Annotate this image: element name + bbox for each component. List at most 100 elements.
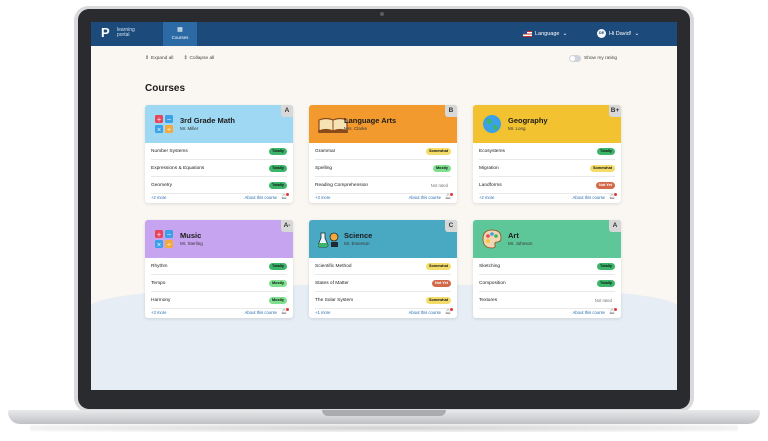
- topic-row: Expressions & Equations Totally: [151, 160, 287, 177]
- grade-badge: B+: [609, 105, 621, 117]
- course-teacher: Mr. Long: [508, 126, 526, 131]
- course-card[interactable]: Language Arts Mrs. Clarke B Grammar Some…: [309, 105, 457, 203]
- status-badge: Totally: [597, 262, 615, 270]
- about-course: About this course 🔔︎: [408, 308, 453, 315]
- status-badge: Somewhat: [426, 262, 451, 270]
- more-topics-link[interactable]: +3 more: [151, 309, 167, 315]
- course-teacher: Mr. Sterling: [180, 241, 203, 246]
- status-badge: Not rated: [594, 297, 612, 303]
- about-course-link[interactable]: About this course: [572, 194, 605, 200]
- bell-icon[interactable]: 🔔︎: [281, 308, 289, 315]
- topic-row: Ecosystems Totally: [479, 143, 615, 160]
- show-rating-label: Show my rating: [584, 56, 618, 61]
- status-badge: Not Yet: [595, 181, 615, 189]
- course-card[interactable]: Art Mr. Johnson A Sketching Totally Comp…: [473, 220, 621, 318]
- chevron-down-icon: ⌄: [634, 31, 640, 37]
- about-course: About this course 🔔︎: [572, 193, 617, 200]
- more-topics-link[interactable]: +2 more: [151, 194, 167, 200]
- more-topics-link[interactable]: +3 more: [315, 194, 331, 200]
- topic-name: Composition: [479, 280, 506, 286]
- svg-text:÷: ÷: [166, 242, 171, 249]
- bell-icon[interactable]: 🔔︎: [281, 193, 289, 200]
- svg-text:−: −: [166, 117, 171, 124]
- topic-row: The Solar System Somewhat: [315, 292, 451, 309]
- open-book-icon: [318, 114, 348, 134]
- topic-name: Landforms: [479, 182, 502, 188]
- notification-dot: [286, 308, 289, 311]
- svg-text:+: +: [156, 232, 161, 239]
- course-card[interactable]: Science Mr. Emerson C Scientific Method …: [309, 220, 457, 318]
- topic-row: Harmony Mostly: [151, 292, 287, 309]
- topic-name: Textures: [479, 297, 498, 303]
- topic-name: Tempo: [151, 280, 166, 286]
- course-teacher: Mr. Miller: [180, 126, 199, 131]
- card-header: Geography Mr. Long B+: [473, 105, 621, 143]
- svg-text:×: ×: [156, 127, 161, 134]
- topic-name: Geometry: [151, 182, 173, 188]
- topic-row: Geometry Totally: [151, 177, 287, 194]
- toggle-switch[interactable]: [569, 55, 581, 62]
- bell-icon[interactable]: 🔔︎: [445, 193, 453, 200]
- status-badge: Totally: [269, 164, 287, 172]
- topic-row: Migration Somewhat: [479, 160, 615, 177]
- collapse-icon: ⇕: [183, 56, 188, 61]
- expand-all-button[interactable]: ⇕ Expand all: [145, 56, 173, 61]
- about-course-link[interactable]: About this course: [244, 309, 277, 315]
- avatar: DE: [597, 29, 606, 38]
- topic-name: Migration: [479, 165, 499, 171]
- status-badge: Mostly: [268, 279, 287, 287]
- topic-row: Scientific Method Somewhat: [315, 258, 451, 275]
- status-badge: Not rated: [430, 182, 448, 188]
- topic-name: Grammar: [315, 148, 336, 154]
- more-topics-link[interactable]: +1 more: [315, 309, 331, 315]
- language-selector[interactable]: Language ⌄: [523, 30, 568, 37]
- status-badge: Totally: [597, 279, 615, 287]
- svg-text:−: −: [166, 232, 171, 239]
- music-blocks-icon: + − × ÷: [154, 229, 174, 249]
- card-header: Art Mr. Johnson A: [473, 220, 621, 258]
- expand-icon: ⇕: [145, 56, 150, 61]
- topic-name: Rhythm: [151, 263, 168, 269]
- status-badge: Totally: [269, 147, 287, 155]
- about-course: About this course 🔔︎: [244, 193, 289, 200]
- course-card[interactable]: + − × ÷ 3rd Grade Math Mr. Miller A Number …: [145, 105, 293, 203]
- card-footer: +2 more About this course 🔔︎: [151, 191, 289, 203]
- about-course: About this course 🔔︎: [572, 308, 617, 315]
- more-topics-link[interactable]: +2 more: [479, 194, 495, 200]
- about-course-link[interactable]: About this course: [572, 309, 605, 315]
- user-menu[interactable]: DE Hi David! ⌄: [597, 29, 639, 38]
- show-rating-toggle[interactable]: Show my rating: [569, 55, 617, 62]
- course-title: 3rd Grade Math: [180, 116, 236, 125]
- topic-name: Sketching: [479, 263, 501, 269]
- card-footer: +3 more About this course 🔔︎: [315, 191, 453, 203]
- bell-icon[interactable]: 🔔︎: [609, 308, 617, 315]
- card-footer: About this course 🔔︎: [479, 306, 617, 318]
- topic-name: The Solar System: [315, 297, 354, 303]
- course-card[interactable]: Geography Mr. Long B+ Ecosystems Totally…: [473, 105, 621, 203]
- bell-icon[interactable]: 🔔︎: [445, 308, 453, 315]
- about-course-link[interactable]: About this course: [408, 194, 441, 200]
- math-blocks-icon: + − × ÷: [154, 114, 174, 134]
- grid-icon: ▦: [177, 27, 183, 33]
- course-card[interactable]: + − × ÷ Music Mr. Sterling A- Rhythm Totall…: [145, 220, 293, 318]
- about-course-link[interactable]: About this course: [408, 309, 441, 315]
- card-footer: +3 more About this course 🔔︎: [151, 306, 289, 318]
- logo-text: learning portal: [117, 26, 135, 38]
- status-badge: Totally: [597, 147, 615, 155]
- collapse-all-button[interactable]: ⇕ Collapse all: [183, 56, 214, 61]
- about-course-link[interactable]: About this course: [244, 194, 277, 200]
- topic-row: Spelling Mostly: [315, 160, 451, 177]
- bell-icon[interactable]: 🔔︎: [609, 193, 617, 200]
- logo[interactable]: P learning portal: [101, 26, 147, 40]
- about-course: About this course 🔔︎: [408, 193, 453, 200]
- card-header: Language Arts Mrs. Clarke B: [309, 105, 457, 143]
- course-title: Geography: [508, 116, 548, 125]
- notification-dot: [614, 193, 617, 196]
- status-badge: Mostly: [268, 296, 287, 304]
- status-badge: Somewhat: [426, 296, 451, 304]
- grade-badge: A: [609, 220, 621, 232]
- notification-dot: [450, 308, 453, 311]
- topic-row: States of Matter Not Yet: [315, 275, 451, 292]
- nav-tab-courses[interactable]: ▦ Courses: [163, 22, 197, 46]
- status-badge: Somewhat: [590, 164, 615, 172]
